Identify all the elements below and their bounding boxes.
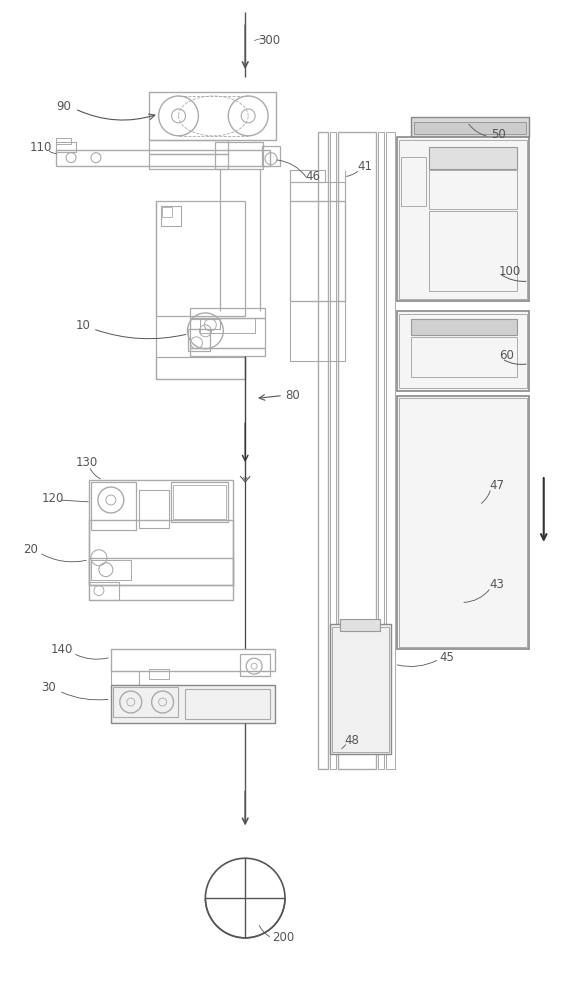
Bar	[149, 140, 228, 154]
Bar	[190, 318, 265, 348]
Text: 90: 90	[56, 100, 71, 113]
Bar	[429, 211, 517, 291]
Bar	[161, 206, 181, 226]
Bar	[429, 170, 517, 209]
Bar	[377, 132, 384, 769]
Bar	[290, 182, 345, 201]
Bar	[149, 154, 228, 169]
Bar	[190, 348, 265, 356]
Bar	[397, 137, 529, 301]
Bar	[111, 649, 275, 671]
Bar	[89, 480, 233, 585]
Bar	[162, 207, 172, 217]
Bar	[412, 117, 529, 137]
Bar	[290, 301, 345, 361]
Bar	[111, 685, 275, 723]
Bar	[56, 150, 270, 166]
Bar	[190, 308, 265, 318]
Bar	[189, 329, 210, 351]
Bar	[400, 314, 527, 388]
Text: 130: 130	[76, 456, 98, 469]
Bar	[89, 520, 233, 600]
Text: 80: 80	[285, 389, 300, 402]
Bar	[156, 201, 245, 316]
Bar	[215, 142, 263, 169]
Bar	[332, 627, 389, 752]
Bar	[262, 146, 280, 166]
Bar	[340, 619, 380, 631]
Bar	[201, 318, 255, 333]
Text: 60: 60	[499, 349, 514, 362]
Bar	[397, 311, 529, 391]
Bar	[149, 92, 276, 140]
Bar	[290, 201, 345, 301]
Bar	[330, 624, 392, 754]
Text: 140: 140	[51, 643, 74, 656]
Bar	[240, 654, 270, 676]
Bar	[290, 170, 325, 182]
Bar	[56, 142, 76, 152]
Text: 48: 48	[345, 734, 360, 747]
Bar	[89, 558, 233, 585]
Text: 41: 41	[357, 160, 373, 173]
Text: 110: 110	[29, 141, 52, 154]
Text: 300: 300	[258, 34, 280, 47]
Text: 47: 47	[489, 479, 504, 492]
Bar	[385, 132, 396, 769]
Bar	[330, 132, 336, 769]
Bar	[400, 140, 527, 299]
Text: 10: 10	[76, 319, 91, 332]
Bar	[91, 482, 136, 530]
Text: 20: 20	[23, 543, 38, 556]
Bar	[89, 582, 119, 600]
Bar	[113, 687, 177, 717]
Text: 50: 50	[491, 128, 506, 141]
Text: 43: 43	[489, 578, 504, 591]
Text: 30: 30	[41, 681, 56, 694]
Bar	[401, 157, 426, 206]
Bar	[397, 396, 529, 649]
Bar	[412, 319, 517, 335]
Bar	[170, 482, 228, 522]
Bar	[338, 132, 376, 769]
Bar	[190, 319, 221, 329]
Bar	[185, 689, 270, 719]
Bar	[139, 490, 169, 528]
Text: 100: 100	[499, 265, 521, 278]
Bar	[149, 669, 169, 679]
Bar	[56, 138, 71, 144]
Text: 45: 45	[439, 651, 454, 664]
Bar	[414, 122, 526, 134]
Bar	[156, 357, 245, 379]
Bar	[412, 337, 517, 377]
Bar	[318, 132, 328, 769]
Bar	[111, 671, 139, 685]
Text: 200: 200	[272, 931, 294, 944]
Bar	[429, 147, 517, 169]
Text: 46: 46	[305, 170, 320, 183]
Bar	[173, 485, 226, 519]
Bar	[400, 398, 527, 647]
Text: 120: 120	[41, 492, 64, 505]
Bar	[91, 560, 131, 580]
